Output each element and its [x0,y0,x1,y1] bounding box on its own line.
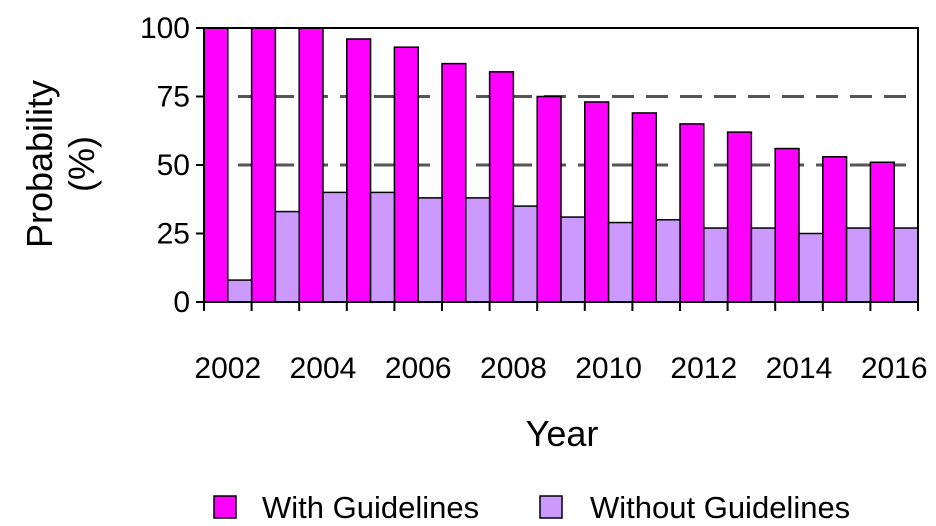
bar-with-guidelines-2013 [726,131,753,303]
bar-with-guidelines-2004 [298,27,324,303]
bar-without-guidelines-2009 [560,216,586,303]
bar-with-guidelines-2005 [346,38,372,303]
bar-without-guidelines-2002 [227,279,253,303]
y-axis-title-line1: Probability [19,80,60,248]
x-tick-label-2006: 2006 [385,352,452,385]
x-tick-label-2004: 2004 [290,352,357,385]
legend-label-with-guidelines: With Guidelines [262,490,479,525]
bar-with-guidelines-2015 [822,156,848,303]
bar-with-guidelines-2008 [488,71,515,303]
x-tick-label-2010: 2010 [575,352,642,385]
bar-without-guidelines-2011 [655,219,681,303]
bar-with-guidelines-2006 [393,46,419,303]
y-tick-label-75: 75 [157,81,190,114]
bar-without-guidelines-2015 [845,227,872,303]
x-tick-label-2002: 2002 [194,352,261,385]
x-tick-label-2012: 2012 [670,352,737,385]
y-tick-label-50: 50 [157,149,190,182]
bar-without-guidelines-2014 [798,232,824,303]
bar-with-guidelines-2002 [203,27,229,303]
bar-without-guidelines-2008 [512,205,538,303]
y-tick-label-0: 0 [173,286,190,319]
bar-with-guidelines-2016 [869,161,895,303]
bar-without-guidelines-2004 [322,191,348,303]
legend-swatch-without-guidelines [539,495,563,519]
legend-label-without-guidelines: Without Guidelines [590,490,850,525]
bar-without-guidelines-2012 [703,227,729,303]
y-axis-ticks: 0 25 50 75 100 [140,12,204,319]
y-tick-label-25: 25 [157,218,190,251]
x-axis-ticks: 2002 2004 2006 2008 2010 2012 2014 2016 [194,302,928,385]
bar-with-guidelines-2010 [584,101,610,303]
bars [203,27,919,303]
x-tick-label-2016: 2016 [861,352,928,385]
bar-with-guidelines-2014 [774,147,800,303]
bar-without-guidelines-2013 [750,227,776,303]
x-tick-label-2008: 2008 [480,352,547,385]
bar-without-guidelines-2005 [369,191,396,303]
bar-with-guidelines-2009 [536,95,562,303]
bar-without-guidelines-2007 [465,197,491,303]
bar-with-guidelines-2012 [679,123,705,303]
legend-swatch-with-guidelines [213,495,237,519]
bar-with-guidelines-2003 [250,27,277,303]
x-axis-title: Year [526,413,599,454]
x-tick-label-2014: 2014 [766,352,833,385]
bar-without-guidelines-2006 [417,197,443,303]
bar-with-guidelines-2011 [631,112,657,303]
bar-without-guidelines-2016 [893,227,919,303]
bar-with-guidelines-2007 [441,62,467,303]
y-tick-label-100: 100 [140,12,190,45]
bar-without-guidelines-2003 [274,210,300,303]
bar-without-guidelines-2010 [607,221,634,303]
y-axis-title-line2: (%) [61,136,102,192]
legend: With Guidelines Without Guidelines [213,490,850,525]
